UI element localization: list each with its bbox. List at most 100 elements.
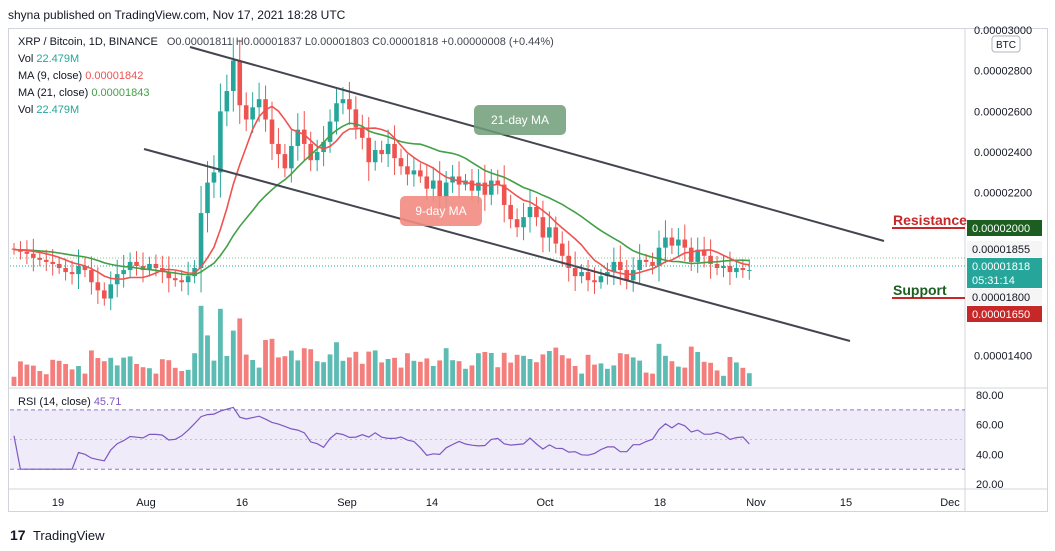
candle-body <box>443 182 449 197</box>
upper-tag-text: 0.00001855 <box>972 244 1030 256</box>
current-price-tag-text: 0.00001818 <box>972 261 1030 273</box>
volume-bar <box>192 353 197 386</box>
current-price-tag-text: 05:31:14 <box>972 275 1015 287</box>
volume-bar <box>301 348 307 386</box>
volume-bar <box>101 361 107 386</box>
volume-bar <box>630 357 636 386</box>
candle-body <box>108 284 114 299</box>
publisher-text: shyna published on TradingView.com, Nov … <box>8 8 346 22</box>
candle-body <box>476 182 481 191</box>
volume-bar <box>172 367 178 386</box>
volume-bar <box>153 373 159 386</box>
time-tick-label: 18 <box>654 497 666 509</box>
candle-body <box>701 249 707 256</box>
volume-bar <box>430 366 436 386</box>
candle-body <box>314 152 320 161</box>
candle-body <box>688 247 694 262</box>
candle-body <box>334 103 339 122</box>
volume-bar <box>179 371 185 386</box>
candle-body <box>89 270 94 283</box>
candle-body <box>24 251 30 254</box>
candle-body <box>727 265 733 273</box>
candle-body <box>714 263 720 269</box>
rsi-label: RSI (14, close) <box>18 396 91 408</box>
volume-bar <box>546 351 552 386</box>
time-tick-label: 15 <box>840 497 852 509</box>
volume-bar <box>114 365 120 386</box>
candle-body <box>276 143 281 155</box>
candle-body <box>353 109 359 128</box>
candle-body <box>11 248 17 250</box>
candle-body <box>695 249 700 262</box>
candle-body <box>360 127 365 138</box>
candle-body <box>637 259 642 271</box>
volume-bar <box>585 354 591 386</box>
candle-body <box>424 176 430 189</box>
footer: 17 TradingView <box>10 527 105 543</box>
volume-bar <box>701 361 707 386</box>
candle-body <box>553 227 559 244</box>
volume-bar <box>11 376 17 386</box>
volume-bar <box>243 354 249 386</box>
volume-bar <box>488 353 494 386</box>
rsi-tick-label: 40.00 <box>976 449 1004 461</box>
candle-body <box>521 217 526 228</box>
volume-bar <box>159 359 165 386</box>
candle-body <box>501 184 507 205</box>
ma21-callout-box <box>474 105 566 135</box>
time-tick-label: Dec <box>940 497 960 509</box>
legend-ma9-value: 0.00001842 <box>85 70 144 82</box>
volume-bar <box>527 359 533 386</box>
volume-bar <box>714 370 720 386</box>
candle-body <box>102 290 107 299</box>
volume-bar <box>140 367 146 386</box>
candle-body <box>340 99 346 104</box>
legend-ohlc: O0.00001811 H0.00001837 L0.00001803 C0.0… <box>166 36 554 48</box>
ma9-callout-text: 9-day MA <box>415 204 466 218</box>
candle-body <box>559 243 565 256</box>
candle-body <box>56 263 62 269</box>
candle-body <box>489 180 494 195</box>
candle-body <box>669 237 675 246</box>
volume-bar <box>463 368 468 386</box>
currency-box <box>991 35 1021 53</box>
volume-bar <box>82 373 88 386</box>
volume-bar <box>424 358 430 386</box>
ma9-line <box>13 105 750 280</box>
volume-bar <box>218 308 223 386</box>
candle-body <box>682 239 688 248</box>
volume-bar <box>295 360 301 386</box>
candle-body <box>643 259 649 262</box>
volume-bar <box>69 369 75 386</box>
volume-bar <box>495 367 501 386</box>
candle-body <box>418 170 423 177</box>
candle-body <box>618 261 623 271</box>
volume-bar <box>476 353 481 386</box>
volume-bar <box>50 359 56 386</box>
candle-body <box>585 272 591 281</box>
volume-bar <box>147 368 152 386</box>
time-tick-label: 16 <box>236 497 248 509</box>
volume-bar <box>611 365 617 386</box>
candle-body <box>50 261 55 264</box>
volume-bar <box>579 373 584 386</box>
candle-body <box>308 143 313 161</box>
volume-bar <box>482 352 488 386</box>
volume-bar <box>24 364 30 386</box>
volume-bar <box>669 361 675 386</box>
volume-bar <box>740 367 746 386</box>
volume-bar <box>276 357 281 386</box>
volume-bar <box>501 352 507 386</box>
candle-body <box>385 143 391 155</box>
volume-bar <box>205 335 210 386</box>
volume-bar <box>663 355 668 386</box>
volume-bar <box>127 356 133 386</box>
volume-bar <box>450 360 455 386</box>
candle-body <box>495 180 501 185</box>
legend-symbol: XRP / Bitcoin, 1D, BINANCE <box>18 36 158 48</box>
volume-bar <box>134 364 139 386</box>
candle-body <box>398 158 404 167</box>
time-tick-label: Oct <box>536 497 553 509</box>
candle-body <box>69 272 75 275</box>
